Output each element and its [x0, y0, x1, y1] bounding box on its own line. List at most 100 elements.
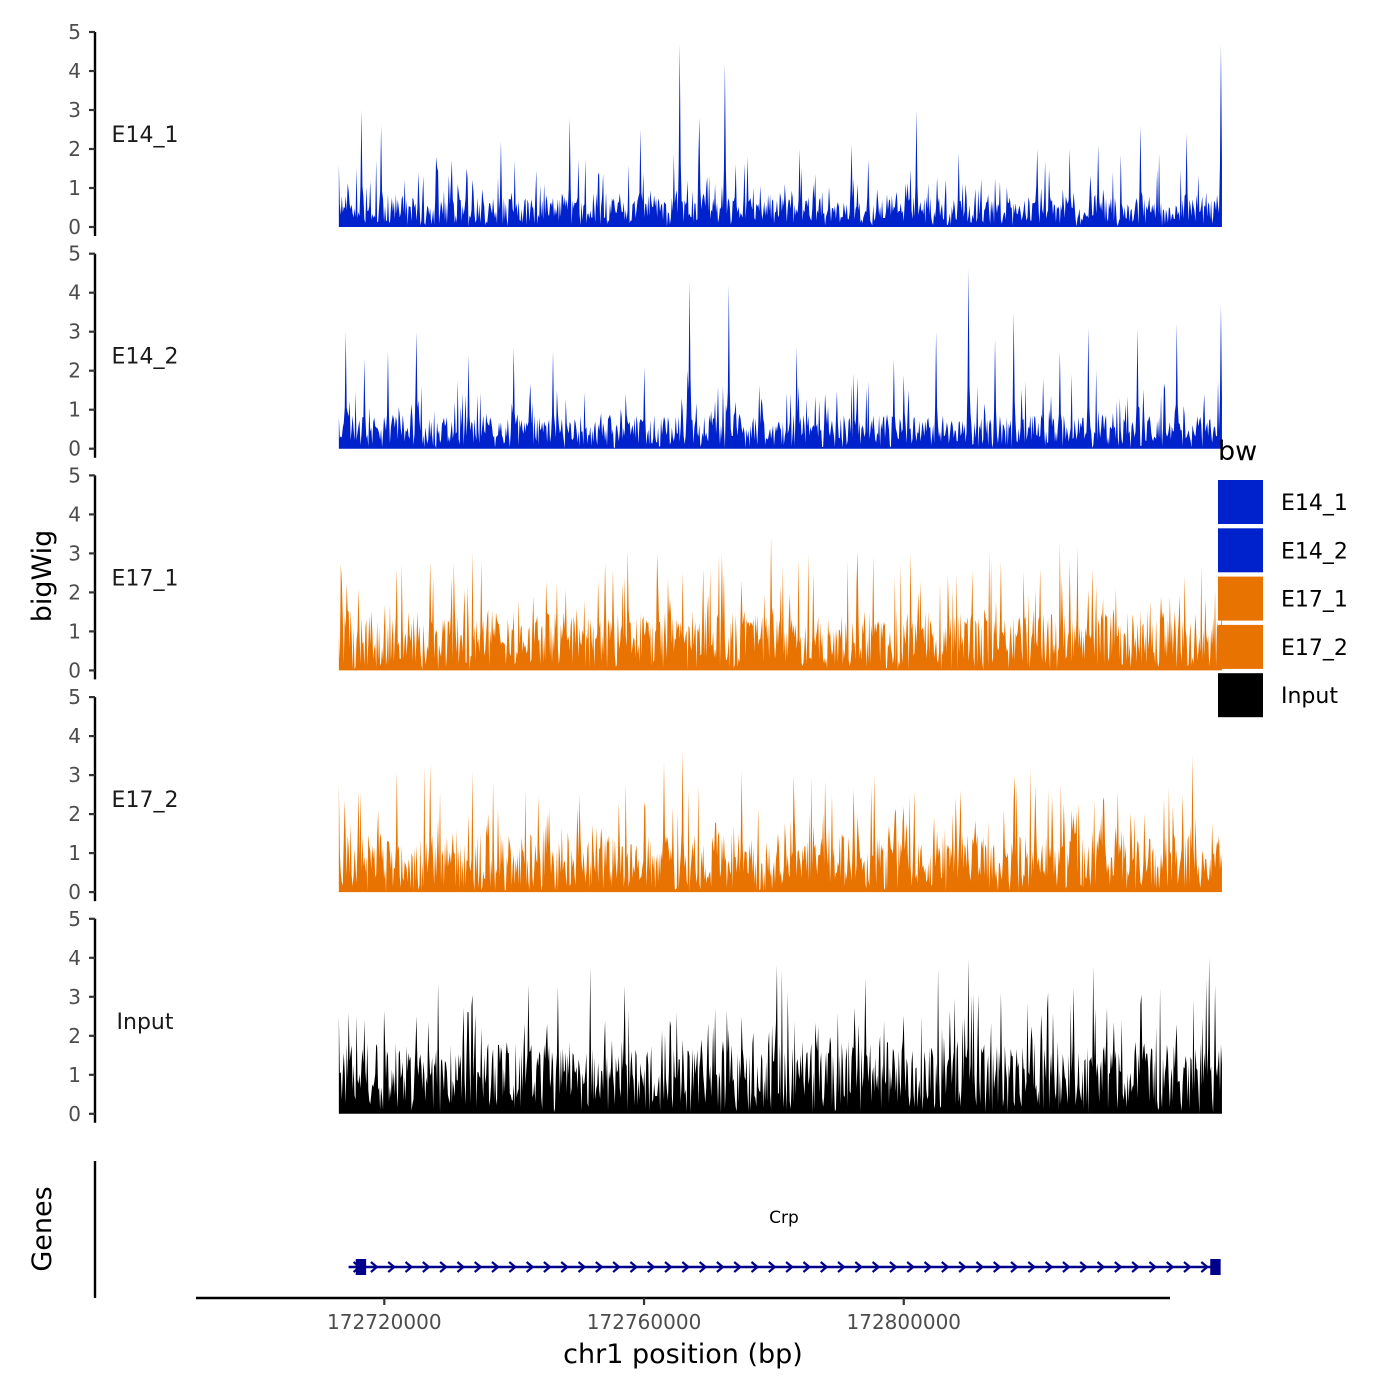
strand-arrow-icon	[508, 1261, 518, 1273]
strand-arrow-icon	[525, 1261, 535, 1273]
y-tick-label-E14_1-1: 1	[68, 176, 81, 200]
y-tick-label-Input-0: 0	[68, 1102, 81, 1126]
strand-arrow-icon	[958, 1261, 967, 1273]
legend-swatch-E17_1	[1218, 576, 1263, 621]
gene-exon-1	[355, 1259, 367, 1275]
y-tick-label-E17_1-0: 0	[68, 658, 81, 682]
legend-swatch-E14_2	[1218, 528, 1263, 573]
signal-area-E14_1	[338, 43, 1222, 228]
signal-area-E17_1	[338, 537, 1222, 671]
y-tick-label-E14_1-5: 5	[68, 20, 81, 44]
track-E14_1: 0 1 2 3 4 5 E14_1	[68, 20, 1222, 239]
strand-arrow-icon	[612, 1261, 621, 1273]
strand-arrow-icon	[560, 1261, 569, 1273]
legend-title: bw	[1218, 436, 1257, 467]
strand-arrow-icon	[577, 1261, 587, 1273]
track-label-E14_2: E14_2	[112, 345, 179, 370]
y-tick-label-E14_2-1: 1	[68, 398, 81, 422]
y-tick-label-E14_2-4: 4	[68, 281, 81, 305]
legend-label-Input: Input	[1281, 684, 1338, 709]
strand-arrow-icon	[992, 1261, 1002, 1273]
strand-arrow-icon	[1027, 1261, 1037, 1273]
y-tick-label-E14_1-0: 0	[68, 215, 81, 239]
strand-arrow-icon	[941, 1261, 950, 1273]
strand-arrow-icon	[1010, 1261, 1019, 1273]
strand-arrow-icon	[491, 1261, 500, 1273]
x-axis: 172720000 172760000 172800000 chr1 positio…	[196, 1296, 1170, 1370]
strand-arrow-icon	[1148, 1261, 1158, 1273]
signal-area-E14_2	[338, 269, 1222, 449]
track-E14_2: 0 1 2 3 4 5 E14_2	[68, 242, 1222, 461]
strand-arrow-icon	[1044, 1261, 1054, 1273]
strand-arrow-icon	[785, 1261, 794, 1273]
y-tick-label-Input-4: 4	[68, 946, 81, 970]
x-axis-ticks: 172720000 172760000 172800000	[327, 1298, 961, 1334]
strand-arrow-icon	[1062, 1261, 1071, 1273]
legend-swatch-E17_2	[1218, 624, 1263, 669]
strand-arrow-icon	[819, 1261, 829, 1273]
signal-tracks: 0 1 2 3 4 5 E14_1 0 1 2 3 4 5 E14_2 0 1 2 3 4 5 E17_1 0 1 2 3 4 5 E…	[68, 20, 1222, 1126]
x-tick-label-172720000: 172720000	[327, 1310, 442, 1334]
y-tick-label-E17_2-1: 1	[68, 841, 81, 865]
strand-arrow-icon	[975, 1261, 985, 1273]
legend-swatch-E14_1	[1218, 480, 1263, 524]
strand-arrow-icon	[543, 1261, 552, 1273]
strand-arrow-icon	[1079, 1261, 1088, 1273]
track-label-E14_1: E14_1	[112, 123, 179, 148]
y-tick-label-E17_2-5: 5	[68, 685, 81, 709]
gene-exon-2	[1210, 1259, 1221, 1275]
strand-arrow-icon	[646, 1261, 656, 1273]
strand-arrow-icon	[854, 1261, 864, 1273]
strand-arrow-icon	[750, 1261, 760, 1273]
gene-name-label: Crp	[769, 1208, 799, 1228]
y-tick-label-E17_1-5: 5	[68, 463, 81, 487]
strand-arrow-icon	[473, 1261, 483, 1273]
strand-arrow-icon	[1114, 1261, 1123, 1273]
y-tick-label-Input-1: 1	[68, 1063, 81, 1087]
gene-model-crp	[348, 1259, 1221, 1275]
y-tick-label-E17_1-2: 2	[68, 580, 81, 604]
y-tick-label-E17_2-2: 2	[68, 802, 81, 826]
y-tick-label-E14_2-3: 3	[68, 320, 81, 344]
y-axis-title: bigWig	[27, 530, 58, 623]
x-tick-label-172800000: 172800000	[847, 1310, 962, 1334]
strand-arrow-icon	[768, 1261, 777, 1273]
y-tick-label-E14_2-5: 5	[68, 242, 81, 266]
strand-arrow-icon	[698, 1261, 708, 1273]
strand-arrow-icon	[1183, 1261, 1192, 1273]
signal-area-Input	[338, 957, 1222, 1114]
y-tick-label-E14_2-2: 2	[68, 359, 81, 383]
y-tick-label-E17_1-3: 3	[68, 541, 81, 565]
strand-arrow-icon	[923, 1261, 933, 1273]
strand-arrow-icon	[906, 1261, 915, 1273]
strand-arrow-icon	[1165, 1261, 1175, 1273]
track-E17_1: 0 1 2 3 4 5 E17_1	[68, 463, 1222, 682]
legend-items: E14_1 E14_2 E17_1 E17_2 Input	[1218, 480, 1348, 718]
legend: bw E14_1 E14_2 E17_1 E17_2 Input	[1218, 436, 1348, 718]
legend-label-E17_1: E17_1	[1281, 588, 1348, 613]
y-tick-label-E14_1-4: 4	[68, 59, 81, 83]
y-tick-label-E17_1-4: 4	[68, 502, 81, 526]
y-tick-label-E14_2-0: 0	[68, 437, 81, 461]
strand-arrow-icon	[595, 1261, 604, 1273]
strand-arrow-icon	[889, 1261, 898, 1273]
y-tick-label-Input-3: 3	[68, 985, 81, 1009]
strand-arrow-icon	[837, 1261, 846, 1273]
legend-swatch-Input	[1218, 673, 1263, 718]
track-Input: 0 1 2 3 4 5 Input	[68, 907, 1222, 1126]
signal-area-E17_2	[338, 751, 1222, 893]
strand-arrow-icon	[456, 1261, 466, 1273]
strand-arrow-icon	[422, 1261, 431, 1273]
strand-arrow-icon	[387, 1261, 396, 1273]
strand-arrow-icon	[1200, 1261, 1210, 1273]
y-tick-label-E17_2-4: 4	[68, 724, 81, 748]
track-E17_2: 0 1 2 3 4 5 E17_2	[68, 685, 1222, 904]
strand-arrow-icon	[664, 1261, 673, 1273]
x-tick-label-172760000: 172760000	[587, 1310, 702, 1334]
track-label-E17_2: E17_2	[112, 788, 179, 813]
strand-arrow-icon	[1131, 1261, 1140, 1273]
strand-arrow-icon	[404, 1261, 414, 1273]
legend-label-E14_2: E14_2	[1281, 539, 1348, 564]
strand-arrow-icon	[733, 1261, 742, 1273]
